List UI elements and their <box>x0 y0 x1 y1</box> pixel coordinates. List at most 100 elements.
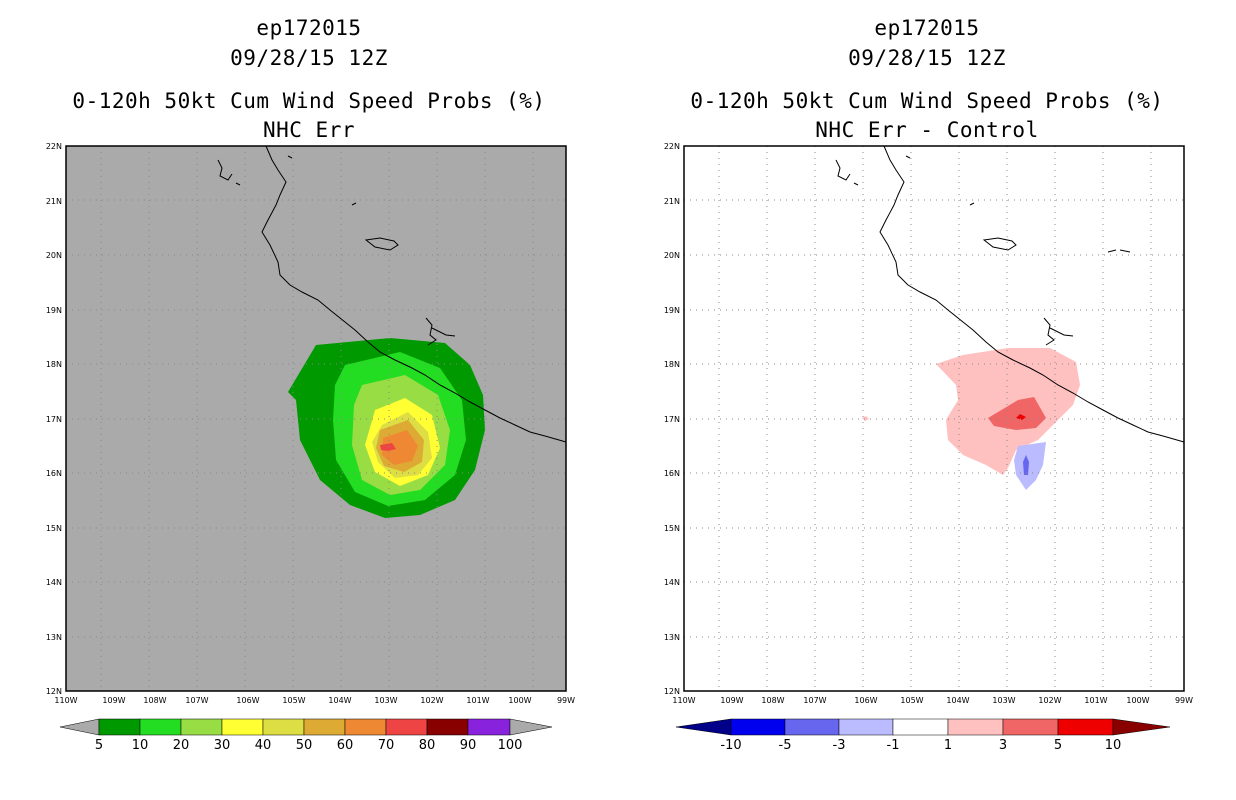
colorbar-label: 5 <box>1054 738 1062 753</box>
colorbar-label: 60 <box>337 738 354 753</box>
left-panel: ep172015 09/28/15 12Z 0-120h 50kt Cum Wi… <box>46 16 575 753</box>
colorbar-swatch <box>303 718 346 736</box>
lat-label: 22N <box>664 142 680 151</box>
right-lat-labels: 22N 21N 20N 19N 18N 17N 16N 15N 14N 13N … <box>664 142 680 696</box>
colorbar-swatch <box>892 718 949 736</box>
lat-label: 14N <box>46 578 62 587</box>
lon-label: 108W <box>143 696 166 705</box>
right-difference-contours <box>862 348 1080 490</box>
lon-label: 109W <box>720 696 743 705</box>
lon-label: 103W <box>992 696 1015 705</box>
lat-label: 19N <box>46 306 62 315</box>
colorbar-label: 30 <box>214 738 231 753</box>
colorbar-under-arrow <box>675 718 732 736</box>
right-map-background <box>684 146 1184 691</box>
lon-label: 105W <box>282 696 305 705</box>
right-subtitle: NHC Err - Control <box>815 118 1039 142</box>
left-datetime: 09/28/15 12Z <box>230 46 388 70</box>
lat-label: 16N <box>664 469 680 478</box>
right-storm-id: ep172015 <box>874 16 980 40</box>
right-lon-labels: 110W 109W 108W 107W 106W 105W 104W 103W … <box>672 696 1193 705</box>
lat-label: 17N <box>46 415 62 424</box>
lon-label: 103W <box>374 696 397 705</box>
colorbar-swatch <box>139 718 182 736</box>
lon-label: 108W <box>761 696 784 705</box>
lat-label: 15N <box>664 524 680 533</box>
colorbar-label: -5 <box>779 738 792 753</box>
right-gridlines <box>684 146 1184 691</box>
lon-label: 99W <box>557 696 575 705</box>
right-product-title: 0-120h 50kt Cum Wind Speed Probs (%) <box>690 89 1164 113</box>
lat-label: 12N <box>664 687 680 696</box>
colorbar-swatch <box>221 718 264 736</box>
colorbar-under-arrow <box>59 718 100 736</box>
right-colorbar-labels: -10 -5 -3 -1 1 3 5 10 <box>720 738 1121 753</box>
left-subtitle: NHC Err <box>262 118 355 142</box>
lon-label: 107W <box>185 696 208 705</box>
colorbar-label: 5 <box>95 738 103 753</box>
colorbar-swatch <box>1057 718 1114 736</box>
contour-minus1 <box>1014 442 1046 490</box>
colorbar-swatch <box>784 718 840 736</box>
left-coastline <box>217 145 567 443</box>
colorbar-swatch <box>1002 718 1059 736</box>
left-colorbar <box>59 718 553 736</box>
lat-label: 13N <box>46 633 62 642</box>
contour-plus1-small <box>862 416 869 421</box>
colorbar-swatch <box>426 718 469 736</box>
colorbar-label: 3 <box>999 738 1007 753</box>
lat-label: 16N <box>46 469 62 478</box>
left-probability-contours <box>288 338 485 518</box>
colorbar-swatch <box>838 718 894 736</box>
colorbar-swatch <box>385 718 428 736</box>
left-map-frame <box>65 145 567 692</box>
colorbar-label: 20 <box>173 738 190 753</box>
lat-label: 21N <box>46 197 62 206</box>
colorbar-swatch <box>730 718 786 736</box>
lon-label: 102W <box>1038 696 1061 705</box>
contour-plus3 <box>988 397 1046 430</box>
lat-label: 18N <box>664 360 680 369</box>
contour-70 <box>380 443 396 451</box>
colorbar-swatch <box>947 718 1004 736</box>
lon-label: 104W <box>946 696 969 705</box>
colorbar-label: 50 <box>296 738 313 753</box>
lon-label: 101W <box>466 696 489 705</box>
colorbar-label: -10 <box>720 738 741 753</box>
right-map-frame <box>683 145 1185 692</box>
left-product-title: 0-120h 50kt Cum Wind Speed Probs (%) <box>72 89 546 113</box>
lon-label: 100W <box>1126 696 1149 705</box>
contour-minus3 <box>1023 455 1029 475</box>
right-coastline <box>835 145 1185 443</box>
lon-label: 106W <box>236 696 259 705</box>
lon-label: 100W <box>508 696 531 705</box>
colorbar-label: -3 <box>833 738 846 753</box>
lon-label: 107W <box>803 696 826 705</box>
colorbar-over-arrow <box>1112 718 1171 736</box>
colorbar-label: 10 <box>132 738 149 753</box>
colorbar-label: 40 <box>255 738 272 753</box>
lat-label: 15N <box>46 524 62 533</box>
lat-label: 20N <box>664 251 680 260</box>
colorbar-label: 90 <box>460 738 477 753</box>
lon-label: 99W <box>1175 696 1193 705</box>
colorbar-swatch <box>344 718 387 736</box>
left-map: 22N 21N 20N 19N 18N 17N 16N 15N 14N 13N … <box>46 142 575 753</box>
lat-label: 18N <box>46 360 62 369</box>
left-gridlines <box>66 146 566 691</box>
colorbar-swatch <box>180 718 223 736</box>
colorbar-label: 80 <box>419 738 436 753</box>
colorbar-label: -1 <box>887 738 900 753</box>
right-map: 22N 21N 20N 19N 18N 17N 16N 15N 14N 13N … <box>664 142 1193 753</box>
lat-label: 21N <box>664 197 680 206</box>
lat-label: 12N <box>46 687 62 696</box>
colorbar-label: 70 <box>378 738 395 753</box>
colorbar-swatch <box>467 718 511 736</box>
lon-label: 102W <box>420 696 443 705</box>
contour-60 <box>382 430 418 465</box>
lon-label: 106W <box>854 696 877 705</box>
right-datetime: 09/28/15 12Z <box>848 46 1006 70</box>
lat-label: 14N <box>664 578 680 587</box>
left-storm-id: ep172015 <box>256 16 362 40</box>
lon-label: 109W <box>102 696 125 705</box>
